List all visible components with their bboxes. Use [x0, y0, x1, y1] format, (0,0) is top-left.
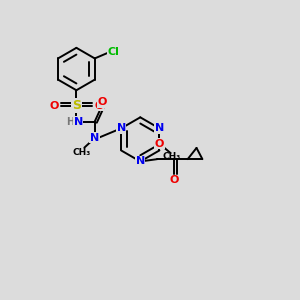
Text: S: S — [72, 99, 81, 112]
Text: Cl: Cl — [108, 47, 119, 57]
Text: O: O — [155, 139, 164, 149]
Text: O: O — [98, 97, 107, 107]
Text: O: O — [49, 100, 59, 110]
Text: O: O — [94, 100, 104, 110]
Text: O: O — [170, 175, 179, 185]
Text: H: H — [66, 117, 74, 127]
Text: N: N — [136, 157, 145, 166]
Text: N: N — [90, 133, 99, 143]
Text: CH₃: CH₃ — [72, 148, 91, 157]
Text: N: N — [74, 117, 83, 127]
Text: CH₃: CH₃ — [163, 152, 181, 160]
Text: N: N — [116, 123, 126, 134]
Text: N: N — [155, 123, 164, 134]
